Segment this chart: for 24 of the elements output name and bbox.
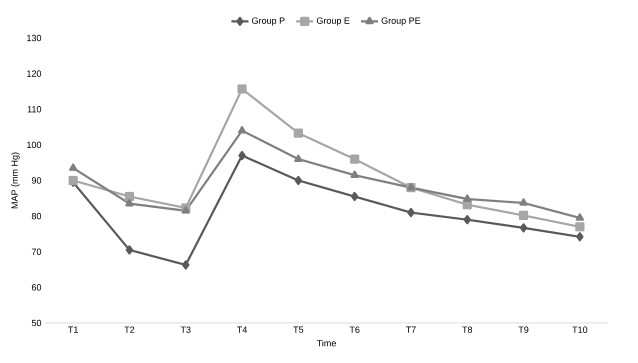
x-tick-label: T8 bbox=[462, 326, 472, 333]
y-tick-label: 70 bbox=[32, 248, 42, 255]
legend-label: Group PE bbox=[382, 17, 420, 26]
x-tick-label: T4 bbox=[237, 326, 248, 333]
legend-label: Group P bbox=[252, 17, 285, 26]
x-tick-label: T2 bbox=[124, 326, 134, 333]
x-tick-label: T10 bbox=[572, 326, 588, 333]
x-tick-label: T3 bbox=[180, 326, 191, 333]
legend-label: Group E bbox=[316, 17, 350, 26]
y-tick-label: 90 bbox=[32, 177, 42, 184]
y-tick-label: 110 bbox=[28, 106, 42, 112]
x-tick-label: T9 bbox=[518, 326, 528, 333]
x-tick-label: T1 bbox=[68, 326, 78, 333]
y-tick-label: 100 bbox=[27, 142, 42, 148]
y-tick-label: 60 bbox=[32, 284, 42, 291]
x-tick-label: T5 bbox=[293, 326, 304, 333]
y-tick-label: 50 bbox=[32, 320, 42, 326]
y-tick-label: 120 bbox=[27, 70, 42, 77]
y-axis-title: MAP (mm Hg) bbox=[11, 152, 20, 208]
x-axis-title: Time bbox=[316, 340, 336, 346]
y-tick-label: 80 bbox=[32, 212, 42, 220]
x-tick-label: T6 bbox=[350, 326, 360, 333]
x-tick-label: T7 bbox=[406, 326, 416, 333]
y-tick-label: 130 bbox=[27, 34, 42, 42]
